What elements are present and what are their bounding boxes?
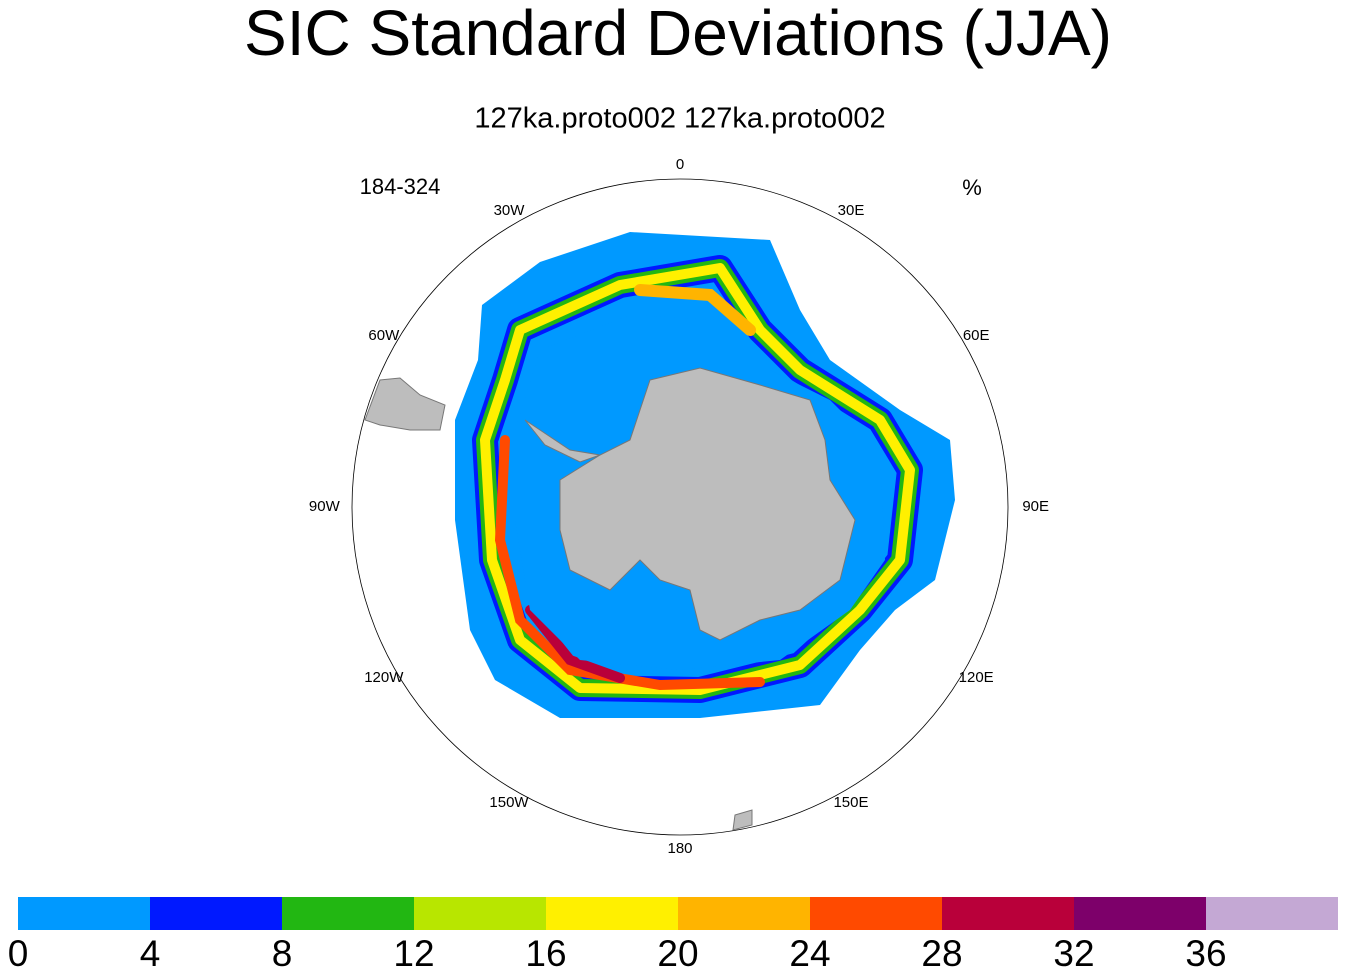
left-label: 184-324 — [360, 174, 441, 199]
longitude-label: 120E — [959, 669, 994, 686]
colorbar-box — [1074, 897, 1206, 930]
longitude-label: 90E — [1022, 498, 1049, 515]
longitude-label: 60W — [368, 327, 400, 344]
longitude-labels: 0 30E 60E 90E 120E 150E 180 150W 120W 90W 60W 30W — [309, 156, 1049, 857]
colorbar-box — [414, 897, 546, 930]
colorbar-tick-label: 32 — [1053, 933, 1094, 974]
longitude-label: 150E — [833, 794, 868, 811]
colorbar-box — [282, 897, 414, 930]
longitude-label: 90W — [309, 498, 341, 515]
colorbar-box — [810, 897, 942, 930]
sea-ice-band — [494, 435, 765, 691]
colorbar-tick-label: 20 — [657, 933, 698, 974]
longitude-label: 120W — [364, 669, 404, 686]
south-america — [364, 377, 446, 431]
longitude-label: 30W — [494, 202, 526, 219]
colorbar-tick-label: 4 — [140, 933, 161, 974]
colorbar-tick-label: 12 — [393, 933, 434, 974]
map — [351, 178, 1009, 836]
subtitle: 127ka.proto002 127ka.proto002 — [474, 103, 885, 135]
colorbar-tick-label: 36 — [1185, 933, 1226, 974]
antarctica — [559, 367, 856, 641]
colorbar-tick-label: 24 — [789, 933, 830, 974]
colorbar-box — [1206, 897, 1338, 930]
colorbar-box — [546, 897, 678, 930]
colorbar-box — [942, 897, 1074, 930]
colorbar-tick-label: 28 — [921, 933, 962, 974]
longitude-label: 30E — [838, 202, 865, 219]
colorbar-box — [678, 897, 810, 930]
colorbar-tick-label: 16 — [525, 933, 566, 974]
colorbar: 0 4 8 12 16 20 24 28 32 36 — [8, 897, 1338, 974]
right-label: % — [962, 175, 982, 200]
colorbar-box — [18, 897, 150, 930]
title: SIC Standard Deviations (JJA) — [244, 0, 1112, 69]
antarctic-peninsula — [524, 419, 601, 463]
sea-ice-band — [634, 284, 756, 336]
colorbar-box — [150, 897, 282, 930]
colorbar-tick-label: 0 — [8, 933, 29, 974]
longitude-label: 150W — [489, 794, 529, 811]
longitude-label: 60E — [963, 327, 990, 344]
sea-ice-band — [525, 605, 625, 683]
longitude-label: 180 — [667, 840, 692, 857]
new-zealand — [732, 809, 753, 831]
sea-ice-band — [480, 263, 915, 695]
longitude-label: 0 — [676, 156, 684, 173]
colorbar-tick-label: 8 — [272, 933, 293, 974]
